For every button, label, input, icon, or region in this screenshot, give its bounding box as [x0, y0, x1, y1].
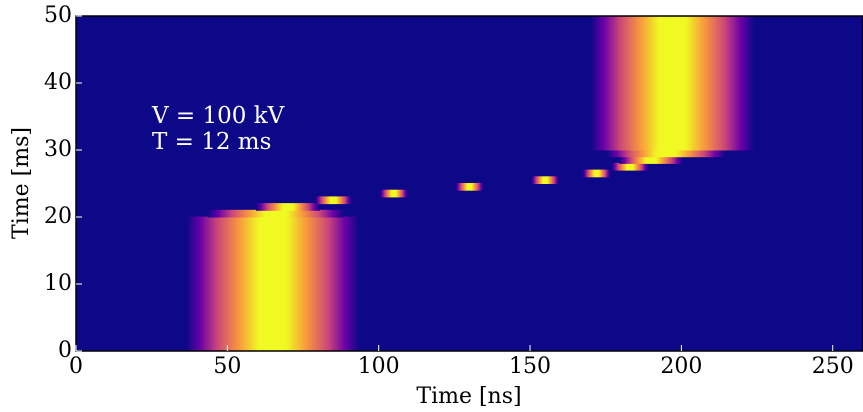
- beam-segment: [380, 189, 408, 198]
- y-tick-label: 0: [58, 338, 72, 363]
- x-tick-label: 150: [509, 354, 551, 379]
- beam-segment: [186, 216, 360, 225]
- y-tick-label: 20: [44, 204, 72, 229]
- beam-segment: [207, 209, 344, 218]
- beam-segment: [455, 183, 484, 191]
- beam-segment: [590, 15, 755, 151]
- x-tick-label: 250: [812, 354, 854, 379]
- beam-segment: [315, 196, 352, 205]
- x-axis-label: Time [ns]: [416, 384, 521, 409]
- x-tick-label: 0: [69, 354, 83, 379]
- beam-segment: [619, 156, 683, 164]
- beam-segment: [186, 223, 360, 352]
- annotation: V = 100 kV: [151, 103, 285, 129]
- beam-segment: [531, 176, 559, 184]
- y-tick-label: 10: [44, 271, 72, 296]
- beam-segment: [256, 203, 320, 211]
- y-tick-label: 30: [44, 137, 72, 162]
- y-tick-label: 40: [44, 70, 72, 95]
- y-axis-label: Time [ms]: [9, 127, 34, 239]
- beam-segment: [583, 169, 611, 178]
- annotation: T = 12 ms: [152, 129, 271, 155]
- x-tick-label: 100: [358, 354, 400, 379]
- x-tick-label: 50: [213, 354, 241, 379]
- beam-segment: [607, 149, 726, 158]
- plot-area: [76, 15, 863, 352]
- y-tick-label: 50: [44, 3, 72, 28]
- plot-frame: [75, 15, 863, 352]
- x-tick-label: 200: [660, 354, 702, 379]
- beam-segment: [611, 162, 649, 171]
